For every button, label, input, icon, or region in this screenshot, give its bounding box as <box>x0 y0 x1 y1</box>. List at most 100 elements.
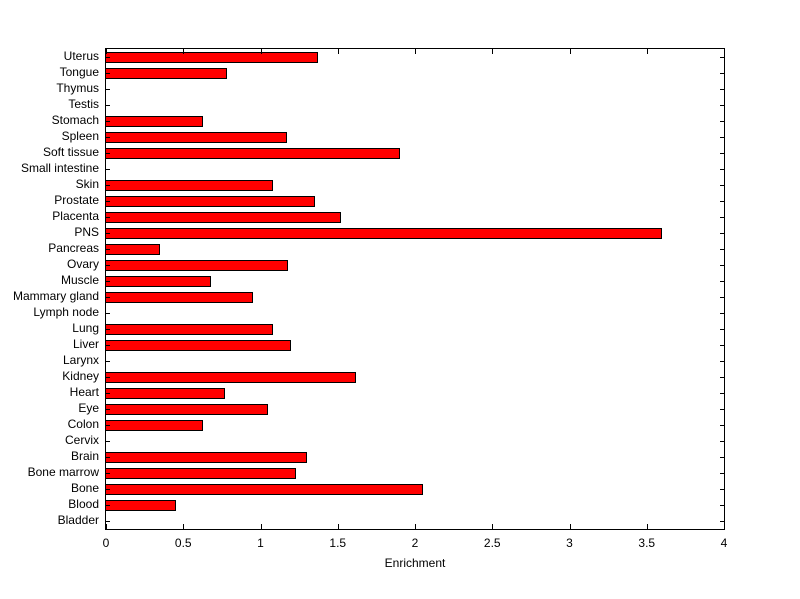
y-axis-tick <box>720 105 724 106</box>
y-axis-tick <box>106 265 110 266</box>
y-axis-tick <box>106 505 110 506</box>
x-axis-tick <box>724 524 725 529</box>
y-axis-tick <box>106 217 110 218</box>
y-axis-tick <box>720 89 724 90</box>
bar-tongue <box>106 67 227 79</box>
y-axis-tick <box>106 409 110 410</box>
y-axis-label-lymph-node: Lymph node <box>33 305 99 319</box>
y-axis-tick <box>106 489 110 490</box>
y-axis-tick <box>106 425 110 426</box>
bar-pns <box>106 227 663 239</box>
x-axis-tick-label: 3.5 <box>638 536 656 550</box>
y-axis-tick <box>720 185 724 186</box>
y-axis-label-thymus: Thymus <box>56 81 99 95</box>
x-axis-tick <box>415 524 416 529</box>
x-axis-tick <box>569 49 571 54</box>
y-axis-tick <box>720 377 724 378</box>
x-axis-tick <box>492 49 494 54</box>
y-axis-tick <box>106 73 110 74</box>
y-axis-tick <box>106 137 110 138</box>
y-axis-tick <box>720 169 724 170</box>
y-axis-label-muscle: Muscle <box>60 273 99 287</box>
y-axis-tick <box>106 457 110 458</box>
bar-kidney <box>106 371 357 383</box>
bar-blood <box>106 499 176 511</box>
x-axis-tick <box>106 524 107 529</box>
bar-muscle <box>106 275 212 287</box>
y-axis-tick <box>106 345 110 346</box>
bar-mammary-gland <box>106 291 253 303</box>
y-axis-label-small-intestine: Small intestine <box>20 161 99 175</box>
y-axis-tick <box>720 425 724 426</box>
x-axis-tick-label: 0.5 <box>174 536 192 550</box>
bar-bone-marrow <box>106 467 297 479</box>
x-axis-tick <box>337 49 339 54</box>
y-axis-tick <box>720 121 724 122</box>
y-axis-tick <box>106 89 110 90</box>
x-axis-tick <box>646 49 648 54</box>
x-axis-tick <box>106 49 107 54</box>
y-axis-label-larynx: Larynx <box>62 353 99 367</box>
y-axis-tick <box>720 297 724 298</box>
y-axis-tick <box>106 377 110 378</box>
y-axis-tick <box>106 441 110 442</box>
x-axis-title: Enrichment <box>384 556 446 570</box>
x-axis-tick <box>569 524 571 529</box>
y-axis-label-lung: Lung <box>72 321 99 335</box>
y-axis-tick <box>720 137 724 138</box>
bar-stomach <box>106 115 204 127</box>
y-axis-tick <box>720 441 724 442</box>
x-axis-tick-label: 3 <box>566 536 573 550</box>
y-axis-tick <box>106 393 110 394</box>
bar-uterus <box>106 51 318 63</box>
y-axis-label-mammary-gland: Mammary gland <box>12 289 99 303</box>
y-axis-tick <box>106 105 110 106</box>
x-axis-tick-label: 0 <box>102 536 110 550</box>
y-axis-label-kidney: Kidney <box>62 369 99 383</box>
y-axis-tick <box>720 249 724 250</box>
y-axis-tick <box>720 329 724 330</box>
y-axis-tick <box>106 473 110 474</box>
y-axis-tick <box>720 233 724 234</box>
y-axis-tick <box>720 313 724 314</box>
x-axis-tick-label: 2.5 <box>483 536 501 550</box>
y-axis-label-pns: PNS <box>74 225 99 239</box>
y-axis-label-testis: Testis <box>68 97 99 111</box>
y-axis-label-tongue: Tongue <box>59 65 99 79</box>
x-axis-tick <box>183 49 185 54</box>
y-axis-label-spleen: Spleen <box>61 129 99 143</box>
y-axis-label-bladder: Bladder <box>57 513 99 527</box>
x-axis-tick <box>260 524 262 529</box>
x-axis-tick <box>183 524 185 529</box>
y-axis-label-eye: Eye <box>78 401 99 415</box>
y-axis-tick <box>720 57 724 58</box>
x-axis-tick <box>337 524 339 529</box>
y-axis-tick <box>720 201 724 202</box>
bar-spleen <box>106 131 287 143</box>
y-axis-tick <box>106 201 110 202</box>
y-axis-tick <box>720 489 724 490</box>
y-axis-label-liver: Liver <box>72 337 99 351</box>
y-axis-tick <box>720 473 724 474</box>
bar-prostate <box>106 195 315 207</box>
x-axis-tick <box>646 524 648 529</box>
x-axis-tick-label: 1 <box>257 536 264 550</box>
bar-placenta <box>106 211 341 223</box>
y-axis-label-stomach: Stomach <box>51 113 99 127</box>
bar-soft-tissue <box>106 147 400 159</box>
y-axis-tick <box>106 153 110 154</box>
y-axis-tick <box>106 329 110 330</box>
y-axis-label-heart: Heart <box>69 385 99 399</box>
y-axis-tick <box>106 361 110 362</box>
y-axis-tick <box>720 281 724 282</box>
bar-eye <box>106 403 269 415</box>
y-axis-tick <box>106 297 110 298</box>
x-axis-tick-label: 2 <box>411 536 419 550</box>
y-axis-label-soft-tissue: Soft tissue <box>42 145 99 159</box>
bar-brain <box>106 451 307 463</box>
y-axis-tick <box>720 409 724 410</box>
y-axis-tick <box>720 265 724 266</box>
y-axis-label-uterus: Uterus <box>63 49 99 63</box>
y-axis-label-ovary: Ovary <box>66 257 99 271</box>
